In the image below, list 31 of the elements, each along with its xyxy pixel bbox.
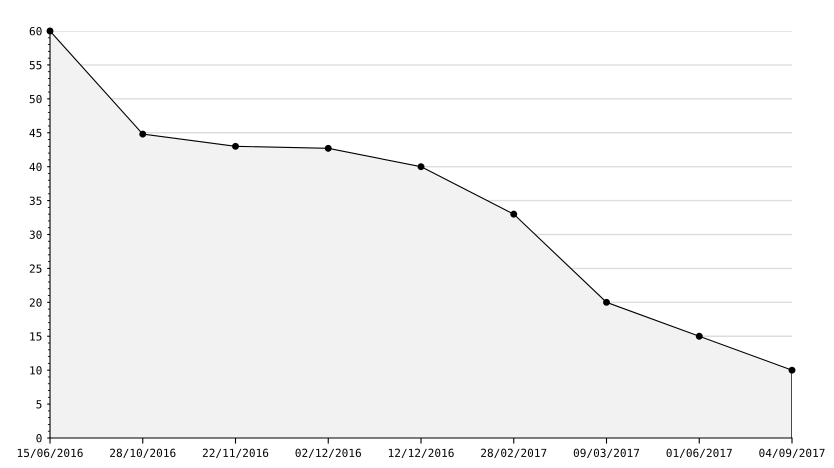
point: [324, 144, 332, 152]
x-tick-label: 28/10/2016: [110, 448, 176, 458]
x-tick-label: 01/06/2017: [666, 448, 732, 458]
y-tick-label: 45: [30, 128, 42, 138]
y-tick-label: 30: [30, 230, 42, 239]
x-tick-label: 09/03/2017: [574, 448, 640, 458]
x-tick-label: 04/09/2017: [759, 448, 825, 458]
y-tick-label: 50: [30, 94, 42, 104]
point: [603, 298, 610, 306]
y-tick-label: 0: [36, 434, 42, 442]
x-tick-label: 15/06/2016: [18, 448, 83, 458]
y-tick-label: 20: [30, 298, 42, 307]
x-tick-label: 28/02/2017: [481, 448, 546, 458]
y-tick-label: 25: [30, 264, 42, 273]
x-tick-label: 12/12/2016: [388, 448, 454, 458]
point: [139, 130, 146, 138]
point: [46, 28, 54, 34]
y-tick-label: 40: [30, 162, 42, 172]
x-tick-label: 02/12/2016: [296, 448, 361, 458]
point: [232, 142, 239, 150]
y-tick-label: 10: [30, 366, 42, 375]
y-tick-label: 5: [36, 400, 42, 408]
point: [418, 163, 424, 170]
y-tick-label: 55: [30, 61, 42, 70]
point: [696, 332, 703, 340]
y-tick-label: 15: [30, 332, 42, 341]
y-tick-label: 60: [30, 27, 42, 36]
point: [788, 366, 796, 374]
x-tick-label: 22/11/2016: [202, 448, 268, 458]
point: [510, 210, 518, 218]
y-tick-label: 35: [30, 196, 42, 205]
